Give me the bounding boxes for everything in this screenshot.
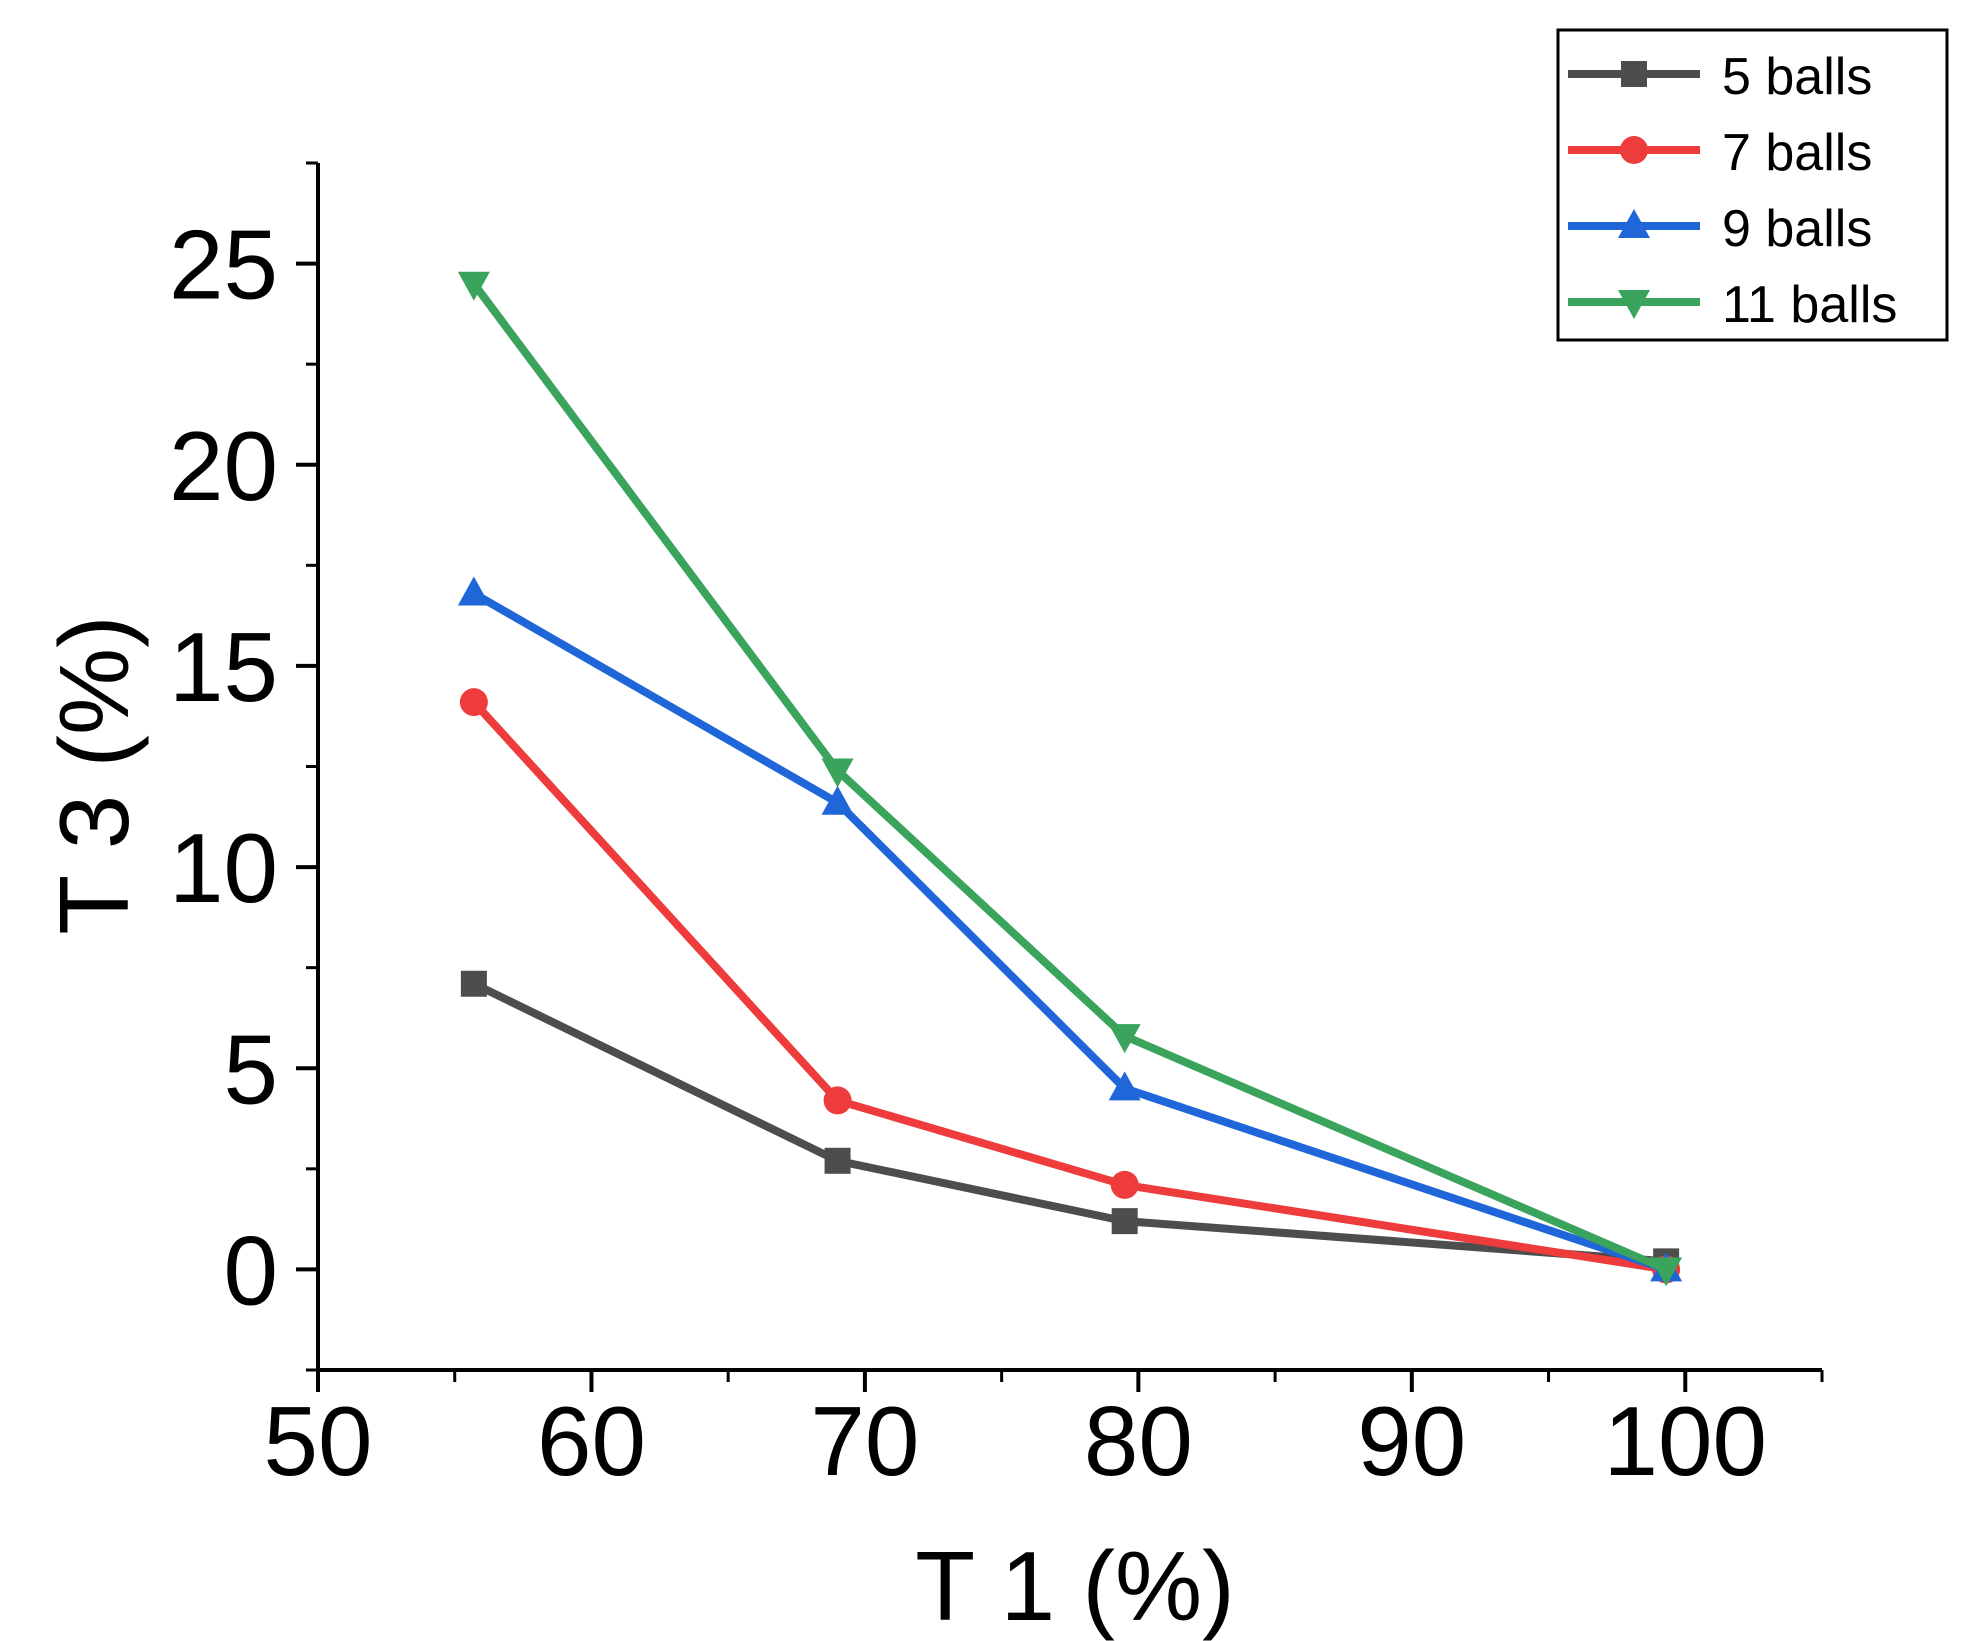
legend-label: 7 balls xyxy=(1722,124,1872,182)
data-point xyxy=(1111,1208,1138,1235)
legend-swatch-marker xyxy=(1620,136,1648,164)
series-11-balls xyxy=(457,271,1683,1287)
data-point xyxy=(823,1086,852,1115)
x-tick-label: 50 xyxy=(263,1386,372,1496)
data-point xyxy=(824,1147,851,1174)
data-point xyxy=(457,576,490,606)
y-axis-title: T 3 (%) xyxy=(39,615,149,934)
series-line xyxy=(471,590,1668,1274)
y-tick-label: 20 xyxy=(169,411,278,521)
y-tick-label: 5 xyxy=(223,1014,278,1124)
y-tick-label: 25 xyxy=(169,210,278,320)
y-tick-label: 10 xyxy=(169,813,278,923)
axes: 50 60 70 80 90 100 0 5 10 15 20 25 xyxy=(169,161,1824,1496)
series-line xyxy=(470,281,1668,1274)
y-tick-label: 15 xyxy=(169,612,278,722)
data-point xyxy=(821,785,854,815)
data-point xyxy=(460,970,487,997)
y-tick-label: 0 xyxy=(223,1215,278,1325)
legend-swatch-marker xyxy=(1621,61,1647,87)
legend-swatch-marker xyxy=(1618,209,1650,238)
x-axis-title: T 1 (%) xyxy=(915,1531,1234,1641)
legend-label: 11 balls xyxy=(1722,276,1897,334)
x-tick-label: 70 xyxy=(810,1386,919,1496)
data-point xyxy=(1110,1170,1139,1199)
series-line xyxy=(472,980,1667,1266)
x-tick-label: 80 xyxy=(1084,1386,1193,1496)
x-tick-label: 90 xyxy=(1357,1386,1466,1496)
x-tick-label: 60 xyxy=(537,1386,646,1496)
data-point xyxy=(457,271,490,301)
series-line xyxy=(470,699,1667,1274)
data-point xyxy=(821,758,854,788)
legend: 5 balls 7 balls 9 balls 11 balls xyxy=(1556,28,1949,342)
data-point xyxy=(1108,1071,1141,1101)
legend-label: 5 balls xyxy=(1722,48,1872,106)
data-point xyxy=(459,688,488,717)
legend-label: 9 balls xyxy=(1722,200,1872,258)
data-point xyxy=(1108,1024,1141,1054)
legend-swatch-marker xyxy=(1618,290,1650,319)
series-7-balls xyxy=(459,688,1681,1284)
x-tick-label: 100 xyxy=(1604,1386,1768,1496)
data-point xyxy=(1650,1257,1683,1287)
series-layer xyxy=(457,271,1683,1287)
